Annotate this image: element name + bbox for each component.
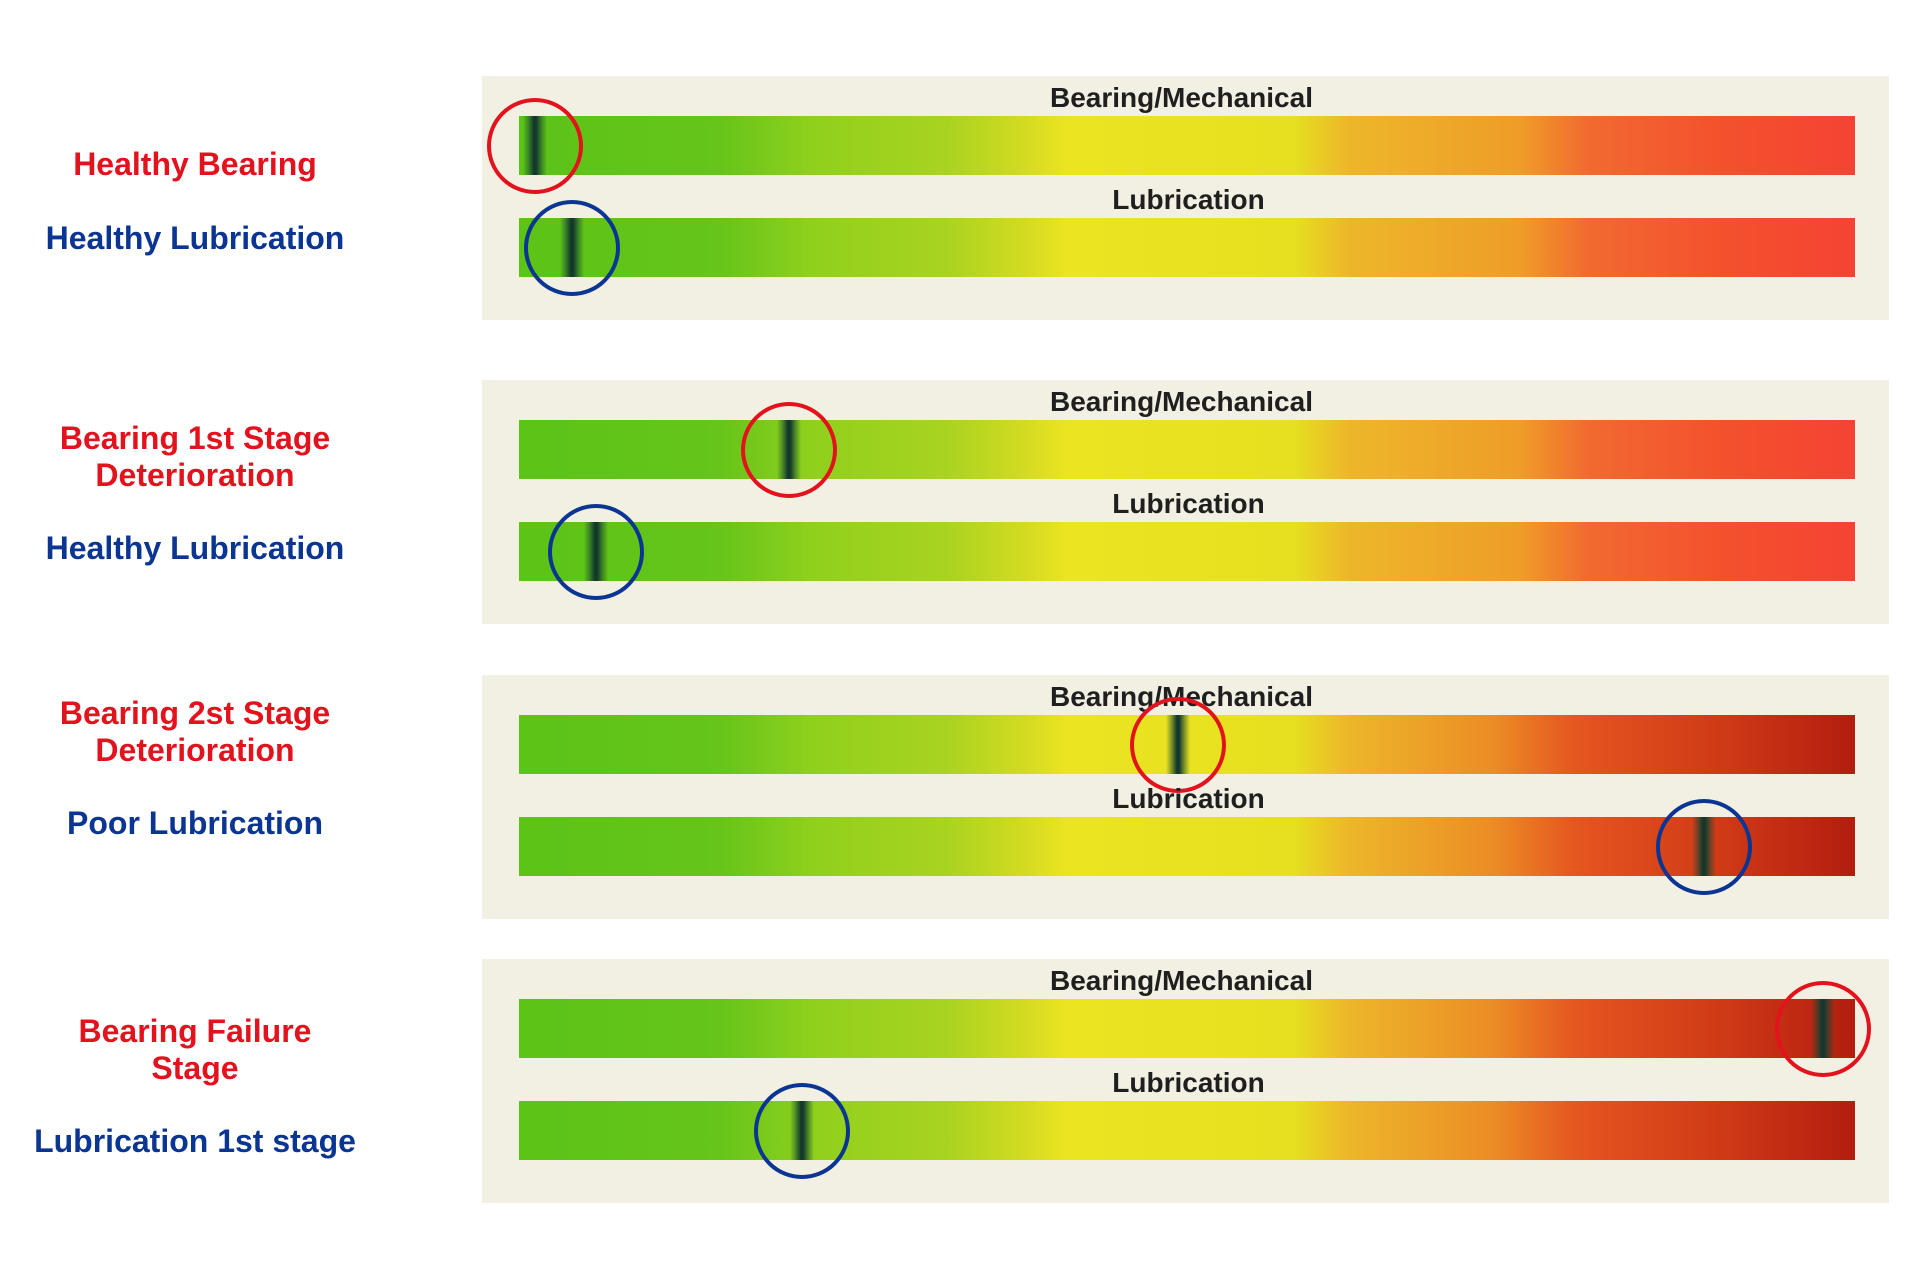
lubrication-status-label: Healthy Lubrication <box>45 530 345 566</box>
bearing-gauge-title: Bearing/Mechanical <box>1050 386 1313 417</box>
bearing-gauge-title: Bearing/Mechanical <box>1050 82 1313 113</box>
lubrication-indicator-needle <box>1692 817 1717 876</box>
lubrication-status-label: Poor Lubrication <box>67 805 323 841</box>
lubrication-gauge-title: Lubrication <box>1112 488 1265 519</box>
lubrication-gauge-bar <box>519 503 1855 600</box>
gauge-panel: Bearing/Mechanical Lubrication <box>482 380 1889 624</box>
lubrication-status-label: Lubrication 1st stage <box>34 1123 356 1159</box>
gauge-panel: Bearing/Mechanical Lubrication <box>482 675 1889 919</box>
bearing-status-label: Bearing Failure Stage <box>78 1013 312 1086</box>
scenario-bearing-stage-2: Bearing 2st Stage Deterioration Poor Lub… <box>0 675 1920 919</box>
bearing-gauge-title: Bearing/Mechanical <box>1050 965 1313 996</box>
bearing-indicator-needle <box>1810 999 1835 1058</box>
gauge-panel: Bearing/Mechanical Lubrication <box>482 76 1889 320</box>
lubrication-indicator-needle <box>790 1101 815 1160</box>
scenario-bearing-failure: Bearing Failure Stage Lubrication 1st st… <box>0 959 1920 1203</box>
lubrication-gauge-bar <box>519 798 1855 895</box>
bearing-gauge-bar <box>519 980 1871 1077</box>
lubrication-status-label: Healthy Lubrication <box>45 220 345 256</box>
scenario-labels: Bearing 1st Stage Deterioration Healthy … <box>0 380 390 624</box>
gauge-panel: Bearing/Mechanical Lubrication <box>482 959 1889 1203</box>
bearing-indicator-needle <box>523 116 548 175</box>
bearing-indicator-needle <box>1165 715 1190 774</box>
bearing-gauge-bar <box>519 696 1855 793</box>
bearing-status-label: Bearing 1st Stage Deterioration <box>59 420 331 493</box>
scenario-labels: Healthy Bearing Healthy Lubrication <box>0 76 390 320</box>
lubrication-indicator-needle <box>584 522 609 581</box>
bearing-gauge-title: Bearing/Mechanical <box>1050 681 1313 712</box>
lubrication-indicator-needle <box>560 218 585 277</box>
bearing-indicator-needle <box>776 420 801 479</box>
bearing-gauge-bar <box>519 401 1855 498</box>
lubrication-gauge-bar <box>519 199 1855 296</box>
lubrication-gauge-title: Lubrication <box>1112 1067 1265 1098</box>
lubrication-gauge-title: Lubrication <box>1112 783 1265 814</box>
lubrication-gauge-bar <box>519 1082 1855 1179</box>
scenario-healthy: Healthy Bearing Healthy Lubrication Bear… <box>0 76 1920 320</box>
bearing-status-label: Bearing 2st Stage Deterioration <box>59 695 331 768</box>
scenario-bearing-stage-1: Bearing 1st Stage Deterioration Healthy … <box>0 380 1920 624</box>
scenario-labels: Bearing 2st Stage Deterioration Poor Lub… <box>0 675 390 919</box>
bearing-gauge-bar <box>487 97 1855 194</box>
lubrication-gauge-title: Lubrication <box>1112 184 1265 215</box>
bearing-status-label: Healthy Bearing <box>73 146 317 182</box>
scenario-labels: Bearing Failure Stage Lubrication 1st st… <box>0 959 390 1203</box>
